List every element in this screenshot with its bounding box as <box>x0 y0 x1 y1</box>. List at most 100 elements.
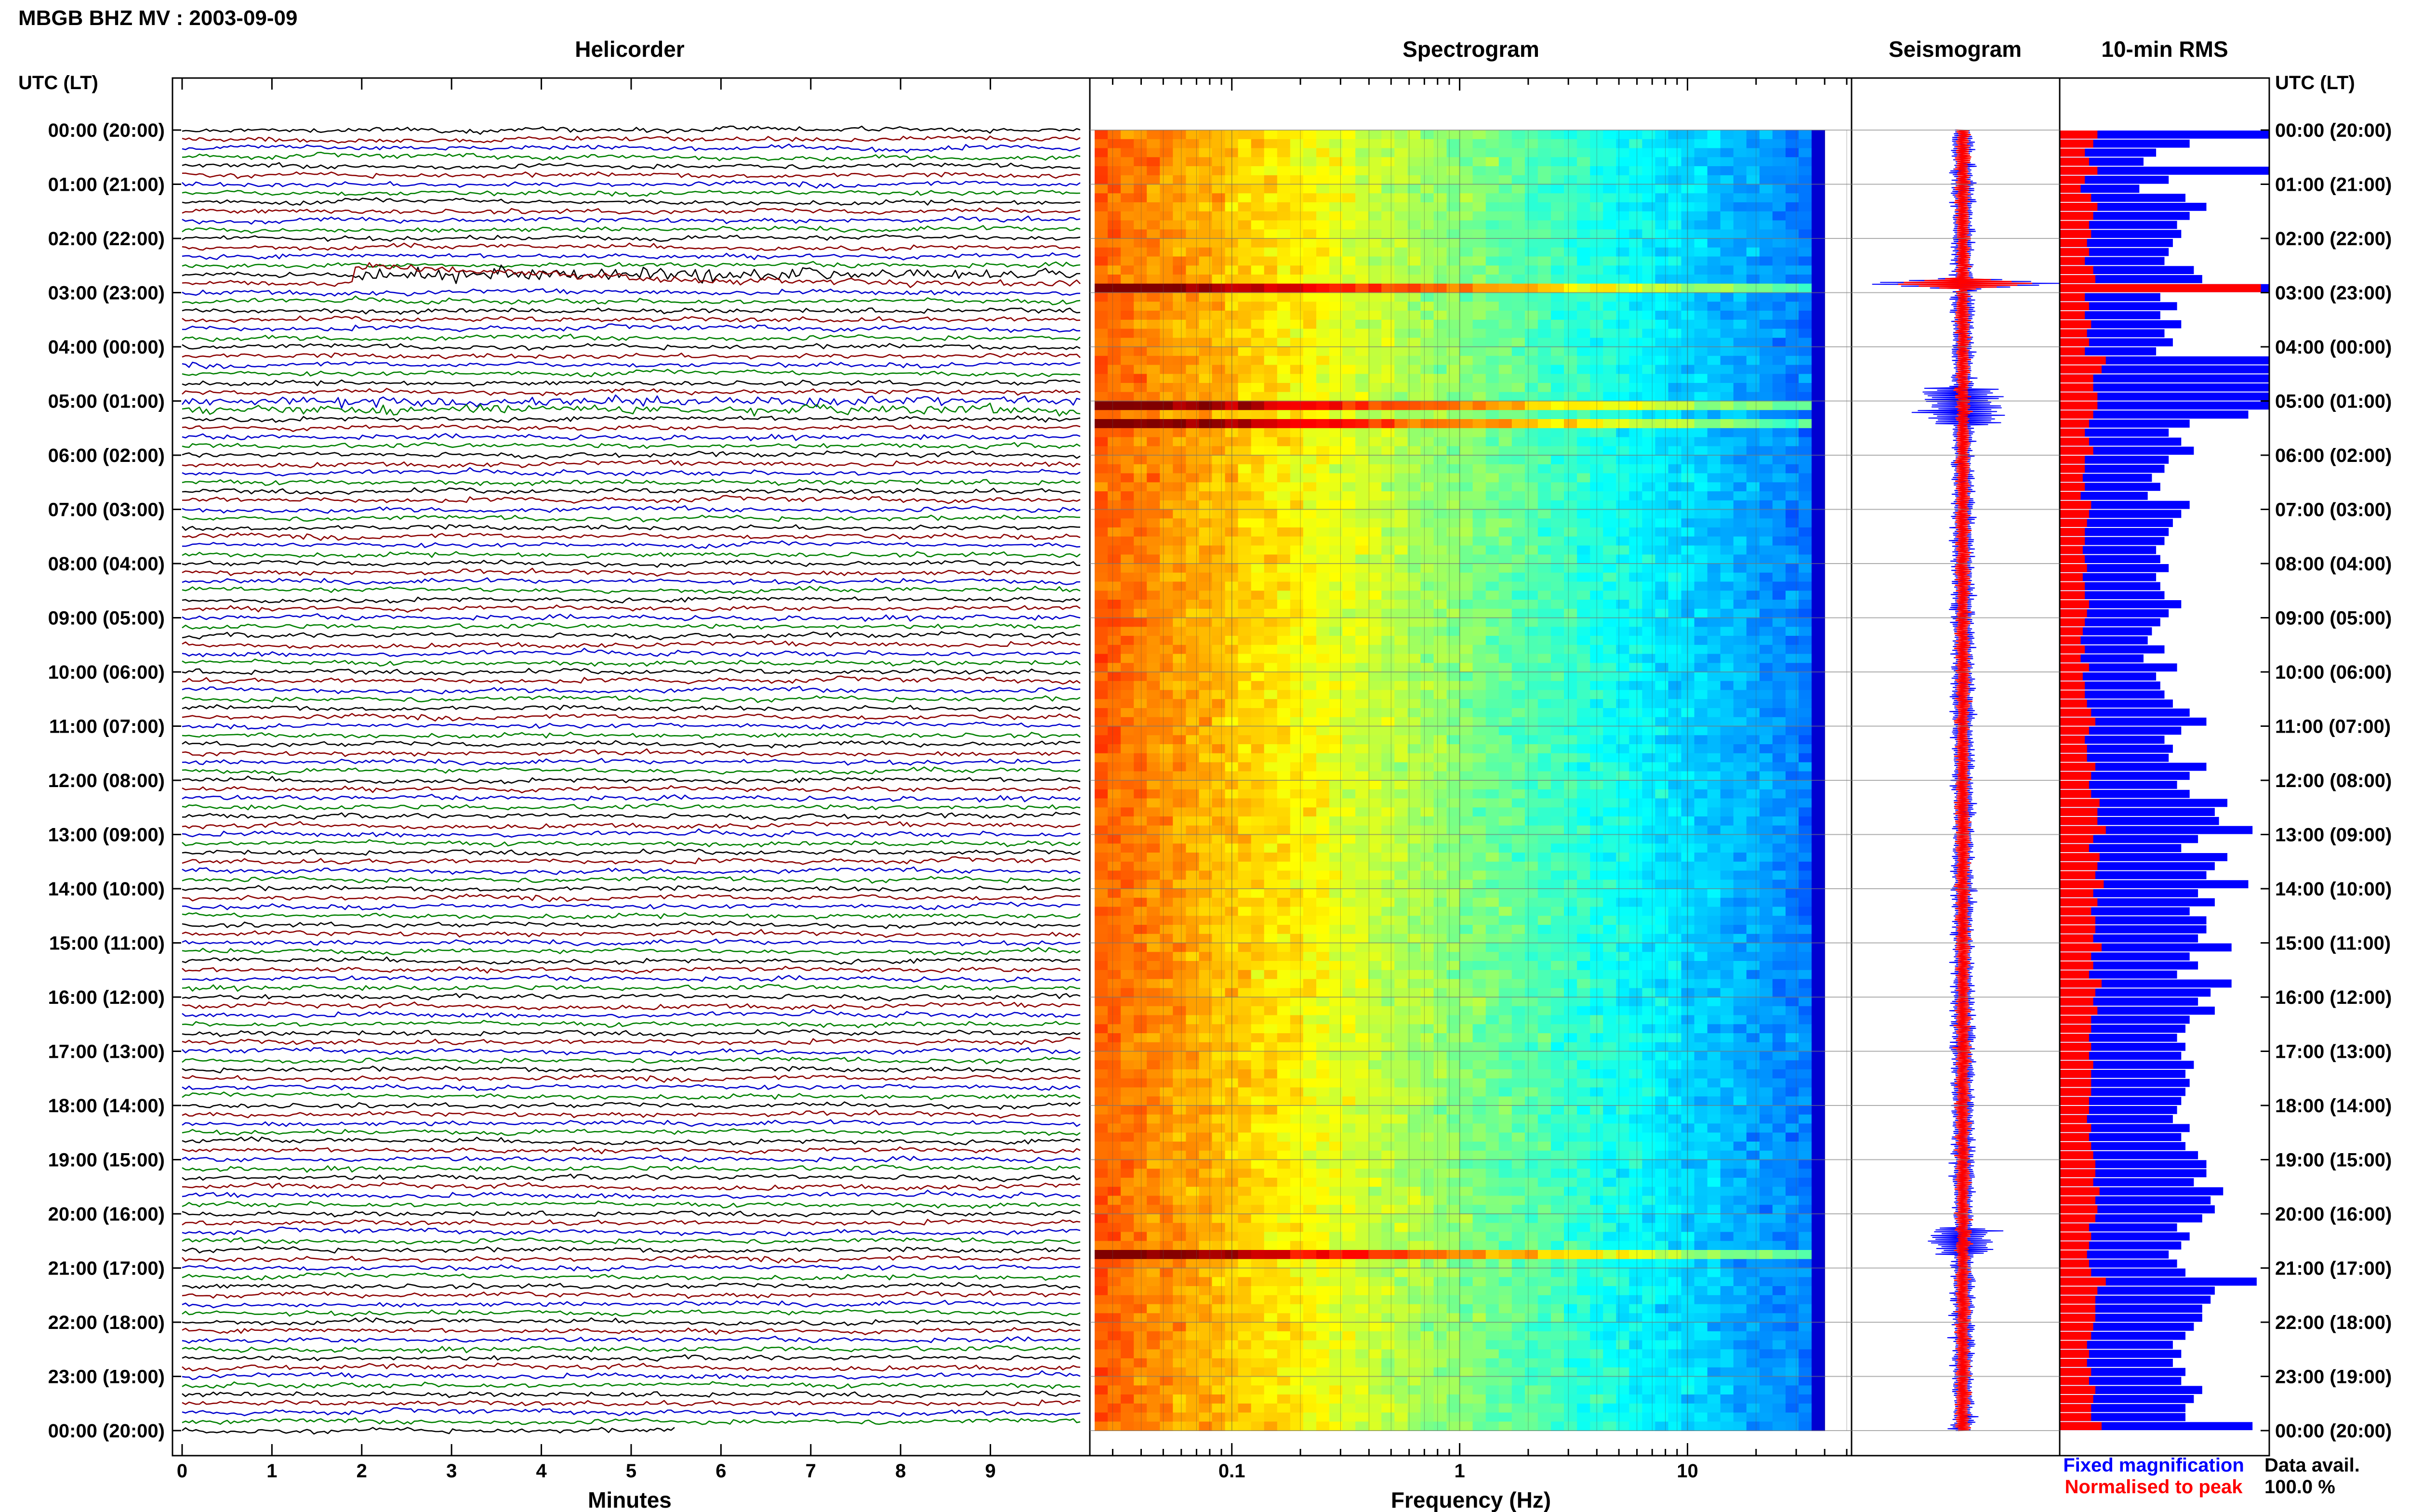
spectrogram-cell <box>1629 708 1643 718</box>
spectrogram-cell <box>1668 329 1682 339</box>
spectrogram-cell <box>1160 265 1174 275</box>
spectrogram-cell <box>1355 853 1369 862</box>
spectrogram-cell <box>1564 717 1577 727</box>
spectrogram-cell <box>1772 753 1786 763</box>
spectrogram-cell <box>1590 338 1604 347</box>
spectrogram-cell <box>1786 292 1799 302</box>
spectrogram-cell <box>1108 591 1121 600</box>
spectrogram-cell <box>1551 220 1564 230</box>
spectrogram-cell <box>1303 428 1317 438</box>
spectrogram-cell <box>1524 437 1538 447</box>
spectrogram-cell <box>1707 735 1721 745</box>
spectrogram-cell <box>1772 843 1786 853</box>
spectrogram-cell <box>1173 193 1187 203</box>
spectrogram-cell <box>1381 329 1395 339</box>
spectrogram-cell <box>1277 726 1291 736</box>
spectrogram-cell <box>1316 392 1330 402</box>
spectrogram-cell <box>1212 157 1226 167</box>
spectrogram-cell <box>1342 148 1356 158</box>
spectrogram-cell <box>1446 338 1460 347</box>
spectrogram-cell <box>1511 861 1525 871</box>
spectrogram-cell <box>1147 600 1161 609</box>
spectrogram-cell <box>1121 302 1134 311</box>
spectrogram-cell <box>1616 816 1630 826</box>
spectrogram-cell <box>1616 401 1630 411</box>
spectrogram-cell <box>1225 275 1239 284</box>
spectrogram-cell <box>1420 527 1434 537</box>
spectrogram-cell <box>1603 591 1617 600</box>
spectrogram-cell <box>1733 816 1747 826</box>
spectrogram-cell <box>1759 220 1773 230</box>
spectrogram-cell <box>1381 771 1395 781</box>
spectrogram-cell <box>1355 618 1369 628</box>
spectrogram-cell <box>1668 644 1682 655</box>
spectrogram-cell <box>1212 247 1226 257</box>
spectrogram-cell <box>1459 889 1473 898</box>
spectrogram-cell <box>1799 644 1812 655</box>
spectrogram-cell <box>1746 229 1760 239</box>
spectrogram-cell <box>1407 807 1421 817</box>
spectrogram-cell <box>1459 816 1473 826</box>
spectrogram-cell <box>1655 401 1669 411</box>
spectrogram-cell <box>1433 482 1447 492</box>
helicorder-trace <box>182 1381 1081 1389</box>
spectrogram-cell <box>1212 392 1226 402</box>
spectrogram-cell <box>1316 789 1330 799</box>
spectrogram-cell <box>1290 536 1304 546</box>
spectrogram-cell <box>1160 319 1174 329</box>
spectrogram-cell <box>1212 238 1226 248</box>
spectrogram-cell <box>1316 771 1330 781</box>
spectrogram-cell <box>1342 880 1356 889</box>
spectrogram-cell <box>1160 654 1174 664</box>
spectrogram-cell <box>1720 292 1734 302</box>
spectrogram-cell <box>1446 365 1460 375</box>
spectrogram-cell <box>1786 347 1799 356</box>
spectrogram-cell <box>1355 157 1369 167</box>
spectrogram-cell <box>1381 627 1395 636</box>
spectrogram-cell <box>1121 482 1134 492</box>
spectrogram-cell <box>1733 807 1747 817</box>
spectrogram-cell <box>1342 798 1356 808</box>
spectrogram-cell <box>1342 211 1356 221</box>
spectrogram-cell <box>1642 816 1656 826</box>
spectrogram-cell <box>1277 681 1291 691</box>
spectrogram-cell <box>1342 275 1356 284</box>
spectrogram-cell <box>1472 355 1486 366</box>
spectrogram-cell <box>1629 572 1643 582</box>
spectrogram-cell <box>1394 256 1408 266</box>
spectrogram-cell <box>1433 365 1447 375</box>
spectrogram-cell <box>1316 347 1330 356</box>
spectrogram-cell <box>1733 672 1747 682</box>
spectrogram-cell <box>1173 608 1187 618</box>
spectrogram-cell <box>1147 392 1161 402</box>
spectrogram-cell <box>1225 753 1239 763</box>
spectrogram-cell <box>1799 581 1812 592</box>
spectrogram-cell <box>1812 708 1825 718</box>
spectrogram-cell <box>1381 238 1395 248</box>
spectrogram-cell <box>1668 139 1682 149</box>
spectrogram-cell <box>1160 491 1174 501</box>
spectrogram-cell <box>1433 636 1447 645</box>
spectrogram-cell <box>1459 518 1473 528</box>
spectrogram-cell <box>1316 870 1330 881</box>
spectrogram-cell <box>1121 175 1134 185</box>
spectrogram-cell <box>1564 527 1577 537</box>
spectrogram-cell <box>1342 897 1356 907</box>
spectrogram-cell <box>1746 473 1760 483</box>
spectrogram-cell <box>1524 229 1538 239</box>
spectrogram-cell <box>1108 600 1121 609</box>
spectrogram-cell <box>1251 708 1265 718</box>
spectrogram-cell <box>1316 446 1330 456</box>
spectrogram-cell <box>1420 202 1434 212</box>
spectrogram-cell <box>1446 383 1460 393</box>
spectrogram-cell <box>1524 663 1538 672</box>
spectrogram-cell <box>1303 437 1317 447</box>
spectrogram-cell <box>1225 365 1239 375</box>
spectrogram-cell <box>1668 319 1682 329</box>
spectrogram-cell <box>1629 130 1643 140</box>
spectrogram-cell <box>1355 834 1369 844</box>
spectrogram-cell <box>1603 419 1617 429</box>
spectrogram-cell <box>1095 708 1108 718</box>
spectrogram-cell <box>1095 410 1108 420</box>
spectrogram-cell <box>1290 753 1304 763</box>
